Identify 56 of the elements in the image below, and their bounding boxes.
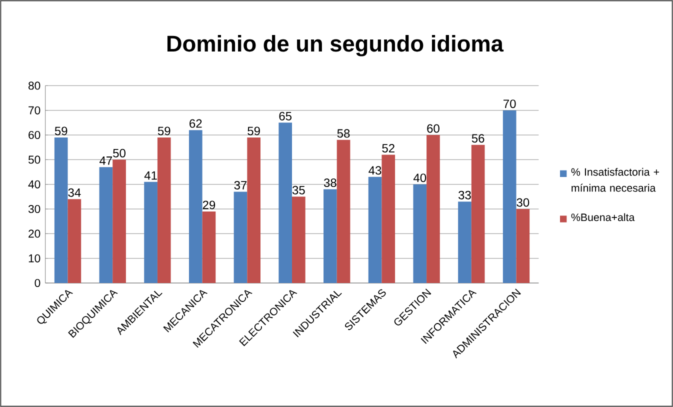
y-tick-label: 50 [28, 156, 40, 164]
data-label: 70 [504, 100, 516, 108]
data-label: 52 [382, 144, 394, 152]
bar [234, 192, 248, 283]
data-label: 62 [190, 119, 202, 128]
legend-label: % Insatisfactoria + mínima necesaria [571, 168, 660, 192]
bar [458, 202, 472, 283]
bar [99, 167, 113, 283]
data-label: 30 [516, 198, 530, 207]
bar [188, 130, 202, 283]
y-tick-label: 70 [28, 106, 40, 114]
y-tick-label: 30 [28, 204, 40, 214]
bar [413, 184, 427, 283]
y-tick-label: 0 [34, 278, 40, 288]
data-label: 29 [202, 200, 216, 210]
data-label: 33 [458, 190, 471, 200]
bar [202, 211, 216, 283]
bar [471, 144, 485, 283]
data-label: 41 [144, 171, 157, 180]
data-label: 58 [337, 129, 350, 138]
bar [292, 196, 306, 283]
bar [336, 140, 350, 283]
bar [368, 176, 382, 283]
bar [54, 137, 68, 283]
y-tick-label: 40 [28, 180, 40, 188]
data-label: 59 [248, 126, 260, 136]
data-label: 37 [234, 180, 247, 190]
y-tick-label: 10 [28, 254, 40, 262]
bar [426, 135, 440, 283]
chart-title: Dominio de un segundo idioma [167, 35, 504, 56]
data-label: 65 [279, 112, 292, 120]
data-label: 38 [324, 178, 336, 188]
data-label: 60 [427, 124, 440, 133]
legend-label: %Buena+alta [571, 213, 635, 222]
bar [278, 122, 292, 283]
bar [112, 160, 126, 283]
bar [68, 199, 82, 283]
data-label: 43 [368, 166, 382, 175]
bar [247, 137, 260, 283]
data-label: 59 [158, 126, 170, 136]
data-label: 50 [113, 148, 126, 158]
bar [516, 209, 530, 283]
data-label: 40 [413, 174, 426, 182]
y-tick-label: 80 [28, 82, 40, 90]
bar [382, 154, 396, 283]
y-tick-label: 20 [28, 230, 40, 238]
bar [157, 137, 171, 283]
bar [324, 189, 337, 283]
data-label: 35 [292, 186, 305, 194]
bar [502, 110, 516, 283]
data-label: 47 [100, 156, 112, 165]
data-label: 56 [472, 134, 484, 143]
y-tick-label: 60 [28, 130, 40, 140]
data-label: 59 [54, 126, 68, 136]
data-label: 34 [68, 188, 81, 197]
bar [144, 182, 158, 283]
